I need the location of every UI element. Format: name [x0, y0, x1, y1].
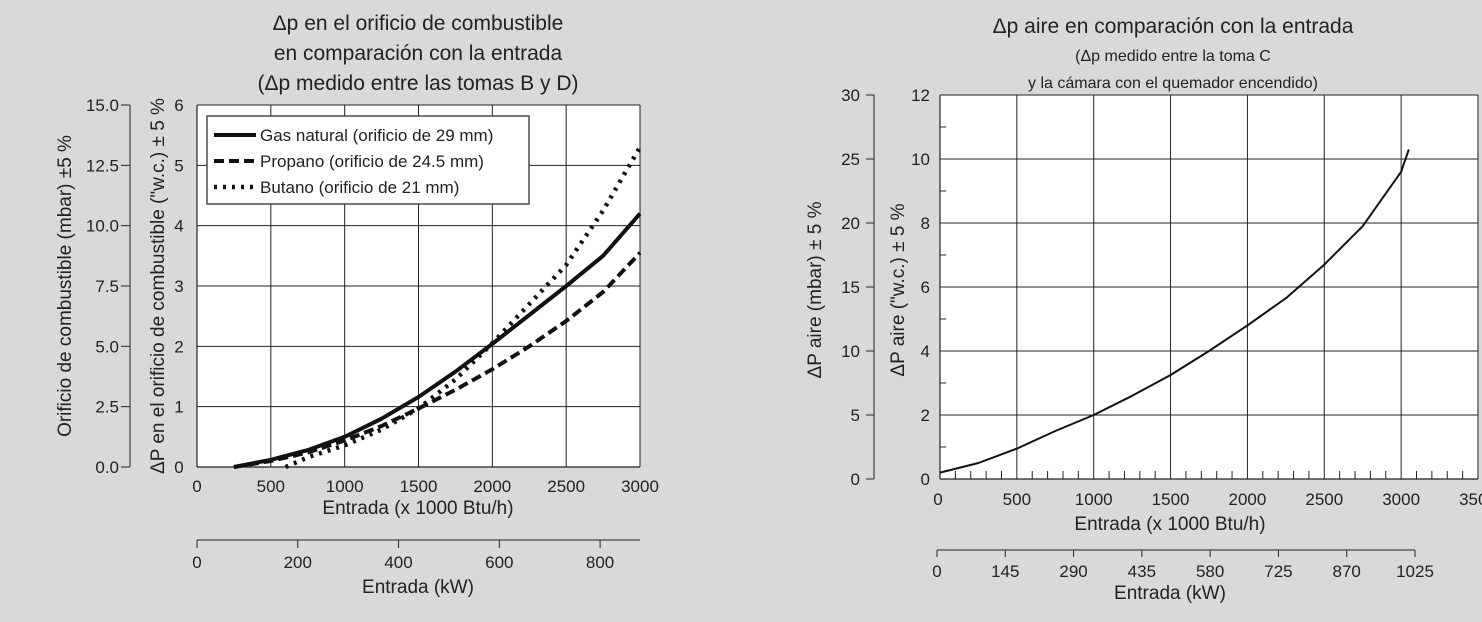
chart2-x2-tick-label: 870 — [1333, 562, 1361, 581]
chart2-y-wc-tick-label: 12 — [911, 86, 930, 105]
chart1-y-wc-tick-label: 1 — [174, 398, 183, 417]
chart2-y-mbar-tick-label: 30 — [841, 86, 860, 105]
chart2-y-mbar-tick-label: 0 — [851, 470, 860, 489]
chart1-y-mbar-tick-label: 12.5 — [86, 156, 119, 175]
chart1-x2-tick-label: 0 — [192, 553, 201, 572]
chart2-series-group — [939, 149, 1410, 474]
chart2-x-tick-label: 1000 — [1075, 490, 1113, 509]
legend-label-butano: Butano (orificio de 21 mm) — [260, 178, 459, 197]
chart1-x2-tick-label: 400 — [384, 553, 412, 572]
chart2-ticks: 0 500 1000 1500 2000 2500 3000 3500 0 2 4 6 8 10 12 0 5 1… — [841, 86, 1482, 581]
chart2-x-tick-label: 2500 — [1305, 490, 1343, 509]
chart2-ylabel-mbar: ΔP aire (mbar) ± 5 % — [805, 201, 826, 378]
chart1-y-mbar-tick-label: 10.0 — [86, 217, 119, 236]
chart1-title-line-3: (Δp medido entre las tomas B y D) — [258, 72, 579, 95]
chart2-x-tick-label: 3500 — [1459, 490, 1482, 509]
legend-label-propano: Propano (orificio de 24.5 mm) — [260, 152, 484, 171]
chart2-x-tick-label: 0 — [933, 490, 942, 509]
chart1-series-group — [233, 146, 642, 470]
chart1-ylabel-wc: ΔP en el orificio de combustible ("w.c.)… — [148, 98, 169, 474]
chart2-x2-tick-label: 0 — [932, 562, 941, 581]
chart2-y-mbar-tick-label: 25 — [841, 150, 860, 169]
chart2-x-tick-label: 3000 — [1382, 490, 1420, 509]
chart1-x-tick-label: 1500 — [400, 477, 438, 496]
chart1-x-tick-label: 500 — [257, 477, 285, 496]
chart1-y-wc-tick-label: 0 — [174, 458, 183, 477]
chart1-title-line-1: Δp en el orificio de combustible — [273, 12, 564, 35]
chart2-title: Δp aire en comparación con la entrada — [993, 15, 1354, 38]
chart1-x-tick-label: 2500 — [547, 477, 585, 496]
chart1-x-tick-label: 2000 — [473, 477, 511, 496]
chart1-y-wc-tick-label: 4 — [174, 217, 183, 236]
chart2-y-wc-tick-label: 6 — [921, 278, 930, 297]
chart1-y-mbar-tick-label: 2.5 — [95, 398, 119, 417]
chart1-x2-tick-label: 200 — [284, 553, 312, 572]
chart1-y-wc-tick-label: 5 — [174, 156, 183, 175]
chart2-x2-tick-label: 435 — [1128, 562, 1156, 581]
chart2-y-wc-tick-label: 2 — [921, 406, 930, 425]
chart1-x-tick-label: 0 — [192, 477, 201, 496]
chart2-x-tick-label: 500 — [1003, 490, 1031, 509]
chart2-y-wc-tick-label: 0 — [921, 470, 930, 489]
chart2-y-mbar-tick-label: 20 — [841, 214, 860, 233]
chart1-xlabel: Entrada (x 1000 Btu/h) — [322, 498, 513, 519]
chart2-subtitle-line-1: (Δp medido entre la toma C — [1075, 48, 1271, 65]
chart1-y-mbar-tick-label: 5.0 — [95, 337, 119, 356]
chart1-legend: Gas natural (orificio de 29 mm) Propano … — [206, 115, 530, 205]
chart2-x2-tick-label: 1025 — [1396, 562, 1434, 581]
chart-fuel-orifice: Δp en el orificio de combustible en comp… — [55, 12, 659, 598]
chart2-y-mbar-tick-label: 15 — [841, 278, 860, 297]
chart1-y-wc-tick-label: 2 — [174, 337, 183, 356]
chart1-x-tick-label: 3000 — [621, 477, 659, 496]
chart2-y-wc-tick-label: 4 — [921, 342, 930, 361]
chart2-ylabel-wc: ΔP aire ("w.c.) ± 5 % — [888, 203, 909, 376]
chart2-series-line — [939, 149, 1410, 474]
chart1-y-wc-tick-label: 3 — [174, 277, 183, 296]
chart1-series-line-dashed — [233, 251, 642, 469]
chart2-x2-tick-label: 580 — [1196, 562, 1224, 581]
chart1-y-mbar-tick-label: 7.5 — [95, 277, 119, 296]
chart1-title-line-2: en comparación con la entrada — [274, 42, 563, 65]
chart1-y-wc-tick-label: 6 — [174, 96, 183, 115]
chart2-y-wc-tick-label: 8 — [921, 214, 930, 233]
chart2-y-mbar-tick-label: 5 — [851, 406, 860, 425]
chart2-x-tick-label: 1500 — [1152, 490, 1190, 509]
chart2-x-tick-label: 2000 — [1229, 490, 1267, 509]
chart2-x2-tick-label: 290 — [1059, 562, 1087, 581]
chart1-y-mbar-tick-label: 15.0 — [86, 96, 119, 115]
chart2-y-mbar-tick-label: 10 — [841, 342, 860, 361]
chart1-legend-box — [206, 115, 530, 205]
chart2-y-wc-tick-label: 10 — [911, 150, 930, 169]
chart1-ylabel-mbar: Orificio de combustible (mbar) ±5 % — [55, 135, 76, 437]
chart2-x2-tick-label: 725 — [1264, 562, 1292, 581]
chart1-y-mbar-tick-label: 0.0 — [95, 458, 119, 477]
chart-air-dp: Δp aire en comparación con la entrada (Δ… — [805, 15, 1482, 604]
chart1-series-line-solid — [233, 212, 642, 469]
chart2-x2-tick-label: 145 — [991, 562, 1019, 581]
chart2-subtitle-line-2: y la cámara con el quemador encendido) — [1028, 75, 1318, 92]
chart1-x2-tick-label: 800 — [586, 553, 614, 572]
chart2-xlabel: Entrada (x 1000 Btu/h) — [1074, 514, 1265, 535]
legend-label-gas-natural: Gas natural (orificio de 29 mm) — [260, 126, 493, 145]
chart1-ticks: 0 500 1000 1500 2000 2500 300001234560.02.55.0… — [86, 96, 659, 572]
chart1-x-tick-label: 1000 — [326, 477, 364, 496]
chart1-x2-tick-label: 600 — [485, 553, 513, 572]
chart1-x2label: Entrada (kW) — [362, 577, 474, 598]
chart2-x2label: Entrada (kW) — [1114, 583, 1226, 604]
